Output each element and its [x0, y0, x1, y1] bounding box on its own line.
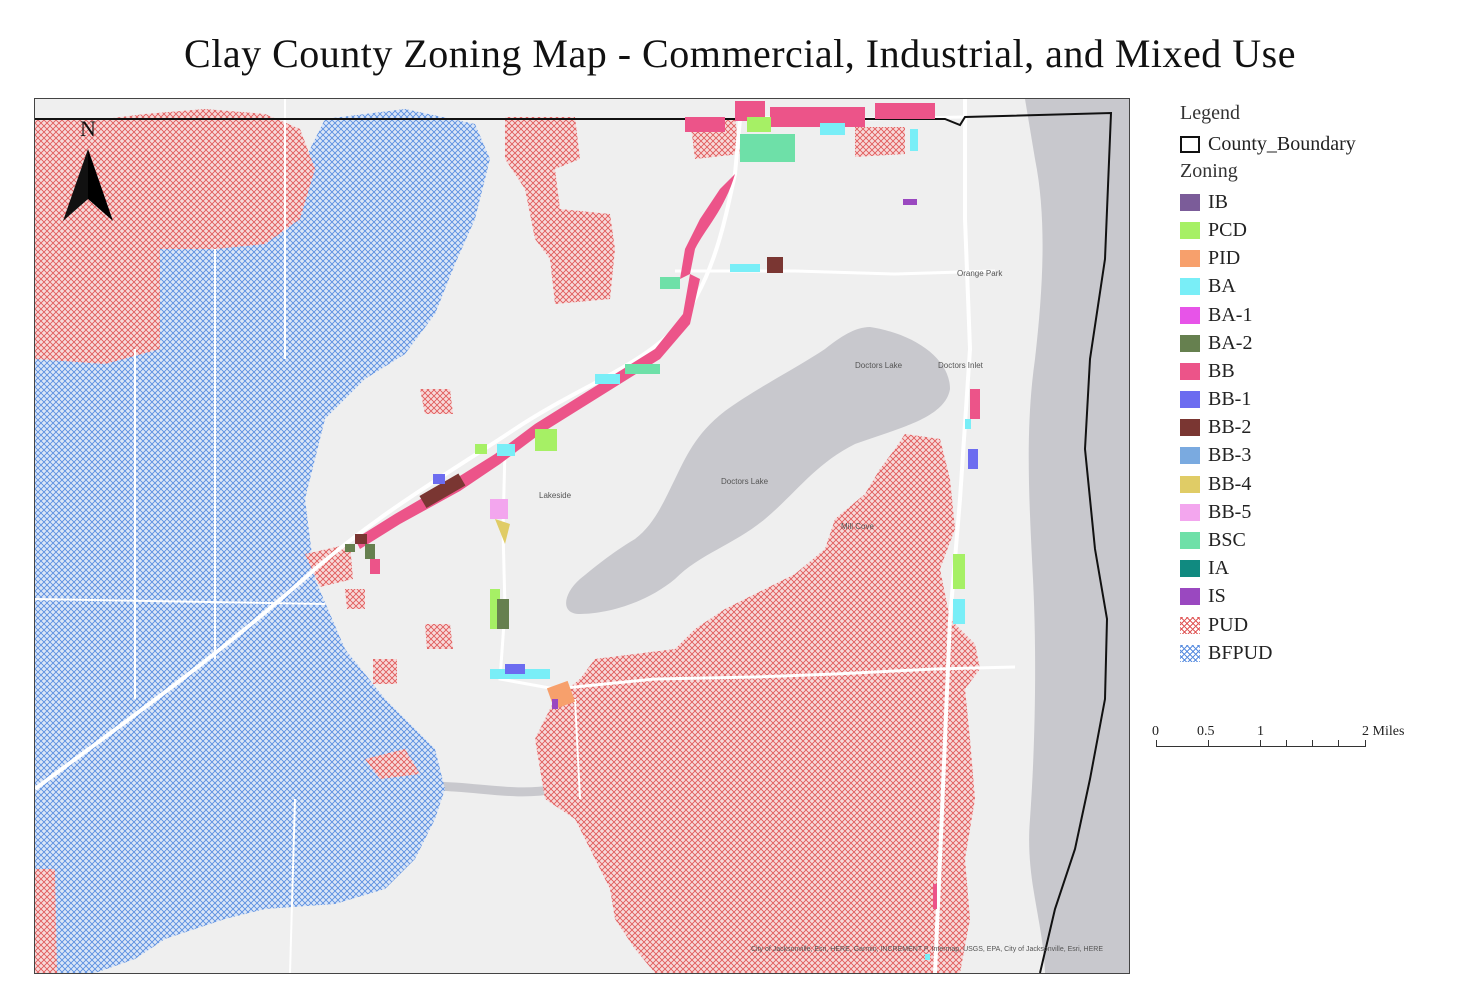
legend-item-bfpud: BFPUD: [1180, 639, 1470, 667]
pud-north-center: [505, 117, 615, 304]
legend-swatch: [1180, 588, 1200, 606]
north-label: N: [80, 116, 96, 141]
legend-item-ia: IA: [1180, 555, 1470, 583]
legend-item-pud: PUD: [1180, 611, 1470, 639]
st-johns-river: [1025, 99, 1129, 973]
pud-small-4: [425, 624, 453, 649]
commercial-parcels: [345, 101, 980, 960]
place-orange-park: Orange Park: [957, 269, 1003, 278]
legend-label: PCD: [1208, 218, 1247, 241]
zoning-heading: Zoning: [1180, 160, 1238, 183]
legend-item-pcd: PCD: [1180, 216, 1470, 244]
scale-label-0: 0: [1152, 724, 1159, 739]
legend-item-ib: IB: [1180, 188, 1470, 216]
scale-tick: [1365, 740, 1366, 747]
place-mill-cove: Mill Cove: [841, 522, 874, 531]
legend-swatch: [1180, 616, 1200, 634]
legend-label: IB: [1208, 190, 1228, 213]
scale-tick: [1156, 740, 1157, 747]
legend-swatch: [1180, 560, 1200, 578]
pud-northwest: [35, 109, 315, 364]
legend-item-bb-1: BB-1: [1180, 386, 1470, 414]
scale-tick: [1286, 740, 1287, 747]
legend-label: BB-5: [1208, 500, 1252, 523]
county-boundary: [35, 111, 1113, 973]
legend: Legend County_Boundary Zoning IB PCD PID BA…: [1180, 102, 1470, 667]
legend-label: BB-2: [1208, 416, 1252, 439]
pud-southeast: [535, 434, 980, 973]
legend-item-is: IS: [1180, 583, 1470, 611]
legend-label: BA-2: [1208, 331, 1253, 354]
legend-label: IS: [1208, 585, 1226, 608]
legend-swatch: [1180, 334, 1200, 352]
place-doctors-lake: Doctors Lake: [855, 361, 903, 370]
map-attribution: City of Jacksonville, Esri, HERE, Garmin…: [750, 946, 1103, 953]
scale-bar: 0 0.5 1 2 Miles: [1152, 724, 1422, 764]
pud-small-1: [420, 389, 453, 414]
pud-small-5: [373, 659, 397, 684]
doctors-lake: [566, 327, 950, 614]
legend-swatch: [1180, 532, 1200, 550]
legend-label: BA-1: [1208, 303, 1253, 326]
legend-boundary-row: County_Boundary: [1180, 130, 1470, 158]
pud-small-6: [365, 749, 420, 779]
legend-item-bb-5: BB-5: [1180, 498, 1470, 526]
legend-swatch: [1180, 306, 1200, 324]
legend-item-ba: BA: [1180, 273, 1470, 301]
pud-small-3: [345, 589, 365, 609]
legend-label: BA: [1208, 275, 1236, 298]
legend-label: PID: [1208, 247, 1241, 270]
place-doctors-inlet: Doctors Inlet: [938, 361, 983, 370]
north-arrow-icon: [63, 149, 113, 221]
legend-label: BB-4: [1208, 472, 1252, 495]
scale-label-half: 0.5: [1197, 724, 1215, 739]
legend-swatch: [1180, 419, 1200, 437]
pud-south-small: [35, 869, 57, 973]
legend-item-bb-4: BB-4: [1180, 470, 1470, 498]
map-canvas[interactable]: N Orange Park Doctors Lake Doctors Lake …: [34, 98, 1130, 974]
scale-label-2: 2 Miles: [1362, 724, 1405, 739]
legend-swatch: [1180, 475, 1200, 493]
legend-item-bb-3: BB-3: [1180, 442, 1470, 470]
scale-tick: [1338, 740, 1339, 747]
legend-item-ba-2: BA-2: [1180, 329, 1470, 357]
legend-label: BB-1: [1208, 388, 1252, 411]
pud-small-2: [305, 544, 353, 587]
legend-label: BSC: [1208, 529, 1246, 552]
legend-swatch: [1180, 644, 1200, 662]
legend-swatch: [1180, 503, 1200, 521]
place-doctors-lake-2: Doctors Lake: [721, 477, 769, 486]
scale-tick: [1208, 740, 1209, 747]
scale-tick: [1260, 740, 1261, 747]
legend-label: IA: [1208, 557, 1230, 580]
legend-label: BB-3: [1208, 444, 1252, 467]
legend-label: BFPUD: [1208, 641, 1273, 664]
legend-label: BB: [1208, 359, 1235, 382]
legend-item-bb-2: BB-2: [1180, 414, 1470, 442]
map-svg: N: [35, 99, 1129, 973]
legend-item-pid: PID: [1180, 245, 1470, 273]
legend-swatch: [1180, 193, 1200, 211]
legend-label: PUD: [1208, 613, 1249, 636]
legend-swatch: [1180, 278, 1200, 296]
place-lakeside: Lakeside: [539, 491, 572, 500]
legend-swatch: [1180, 447, 1200, 465]
legend-swatch: [1180, 391, 1200, 409]
legend-item-bsc: BSC: [1180, 526, 1470, 554]
legend-swatch: [1180, 362, 1200, 380]
map-title: Clay County Zoning Map - Commercial, Ind…: [184, 31, 1296, 76]
boundary-label: County_Boundary: [1208, 132, 1356, 155]
legend-item-ba-1: BA-1: [1180, 301, 1470, 329]
boundary-swatch: [1180, 135, 1200, 153]
pud-north-top2: [855, 127, 905, 157]
legend-items: IB PCD PID BA BA-1 BA-2 BB BB-1 BB-2 BB-3 BB-4 BB-5…: [1180, 188, 1470, 667]
legend-heading: Legend: [1180, 102, 1240, 124]
legend-item-bb: BB: [1180, 357, 1470, 385]
legend-swatch: [1180, 250, 1200, 268]
legend-swatch: [1180, 221, 1200, 239]
scale-line: [1156, 746, 1366, 747]
scale-tick: [1312, 740, 1313, 747]
scale-label-1: 1: [1257, 724, 1264, 739]
